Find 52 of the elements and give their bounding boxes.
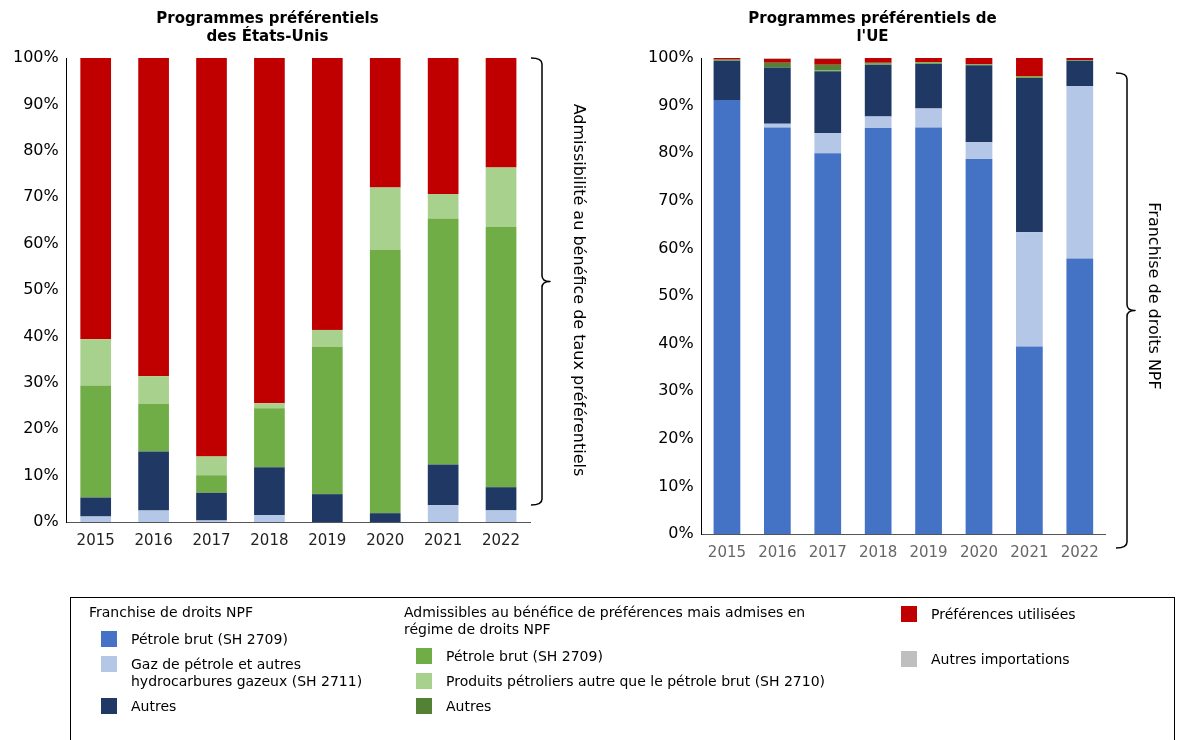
- y-tick-label: 0%: [33, 511, 59, 531]
- legend-title: Franchise de droits NPF: [89, 604, 254, 621]
- y-tick-label: 90%: [23, 93, 59, 113]
- y-tick-label: 20%: [658, 427, 694, 447]
- legend-label: Préférences utilisées: [931, 606, 1076, 623]
- y-tick-label: 0%: [668, 523, 694, 543]
- x-tick-label: 2017: [808, 542, 847, 561]
- y-tick-label: 60%: [658, 237, 694, 257]
- y-tick-label: 50%: [23, 279, 59, 299]
- y-tick-label: 80%: [658, 142, 694, 162]
- text: Franchise de droits NPF: [1144, 202, 1164, 390]
- legend-label: Autres: [131, 698, 177, 715]
- y-tick-label: 60%: [23, 232, 59, 252]
- chart-title: Programmes préférentiels de l'UE: [748, 8, 997, 45]
- y-tick-label: 50%: [658, 285, 694, 305]
- y-tick-label: 30%: [658, 380, 694, 400]
- legend-label: Autres importations: [931, 651, 1070, 668]
- legend-label: Autres: [446, 698, 492, 715]
- legend-title: Admissibles au bénéfice de préférences mais admises en régime de droits NPF: [404, 604, 807, 638]
- x-tick-label: 2020: [959, 542, 999, 561]
- y-tick-label: 10%: [23, 464, 59, 484]
- x-tick-label: 2015: [76, 530, 115, 549]
- y-tick-label: 30%: [23, 371, 59, 391]
- chart-title: Programmes préférentiels des États-Unis: [156, 8, 379, 45]
- legend-label: Gaz de pétrole et autres hydrocarbures gazeux (SH 2711): [131, 656, 364, 690]
- x-tick-label: 2018: [250, 530, 289, 549]
- x-tick-label: 2018: [859, 542, 898, 561]
- x-tick-label: 2020: [366, 530, 405, 549]
- x-tick-label: 2016: [134, 530, 173, 549]
- y-tick-label: 40%: [658, 332, 694, 352]
- y-tick-label: 20%: [23, 418, 59, 438]
- x-tick-label: 2019: [909, 542, 948, 561]
- legend-label: Produits pétroliers autre que le pétrole brut (SH 2710): [446, 673, 826, 690]
- x-tick-label: 2021: [1010, 542, 1049, 561]
- legend-label: Pétrole brut (SH 2709): [131, 631, 288, 648]
- x-tick-label: 2015: [707, 542, 747, 561]
- x-tick-label: 2016: [758, 542, 797, 561]
- x-tick-label: 2022: [481, 530, 521, 549]
- x-tick-label: 2017: [192, 530, 231, 549]
- y-tick-label: 100%: [12, 47, 59, 67]
- y-tick-label: 10%: [658, 475, 694, 495]
- y-tick-label: 100%: [647, 47, 694, 67]
- x-tick-label: 2021: [424, 530, 463, 549]
- text: Admissibilité au bénéfice de taux préférentiels: [569, 103, 589, 477]
- x-tick-label: 2019: [308, 530, 347, 549]
- y-tick-label: 80%: [23, 139, 59, 159]
- y-tick-label: 70%: [658, 189, 694, 209]
- y-tick-label: 40%: [23, 325, 59, 345]
- y-tick-label: 70%: [23, 186, 59, 206]
- x-tick-label: 2022: [1060, 542, 1099, 561]
- y-tick-label: 90%: [658, 94, 694, 114]
- legend-label: Pétrole brut (SH 2709): [446, 648, 603, 665]
